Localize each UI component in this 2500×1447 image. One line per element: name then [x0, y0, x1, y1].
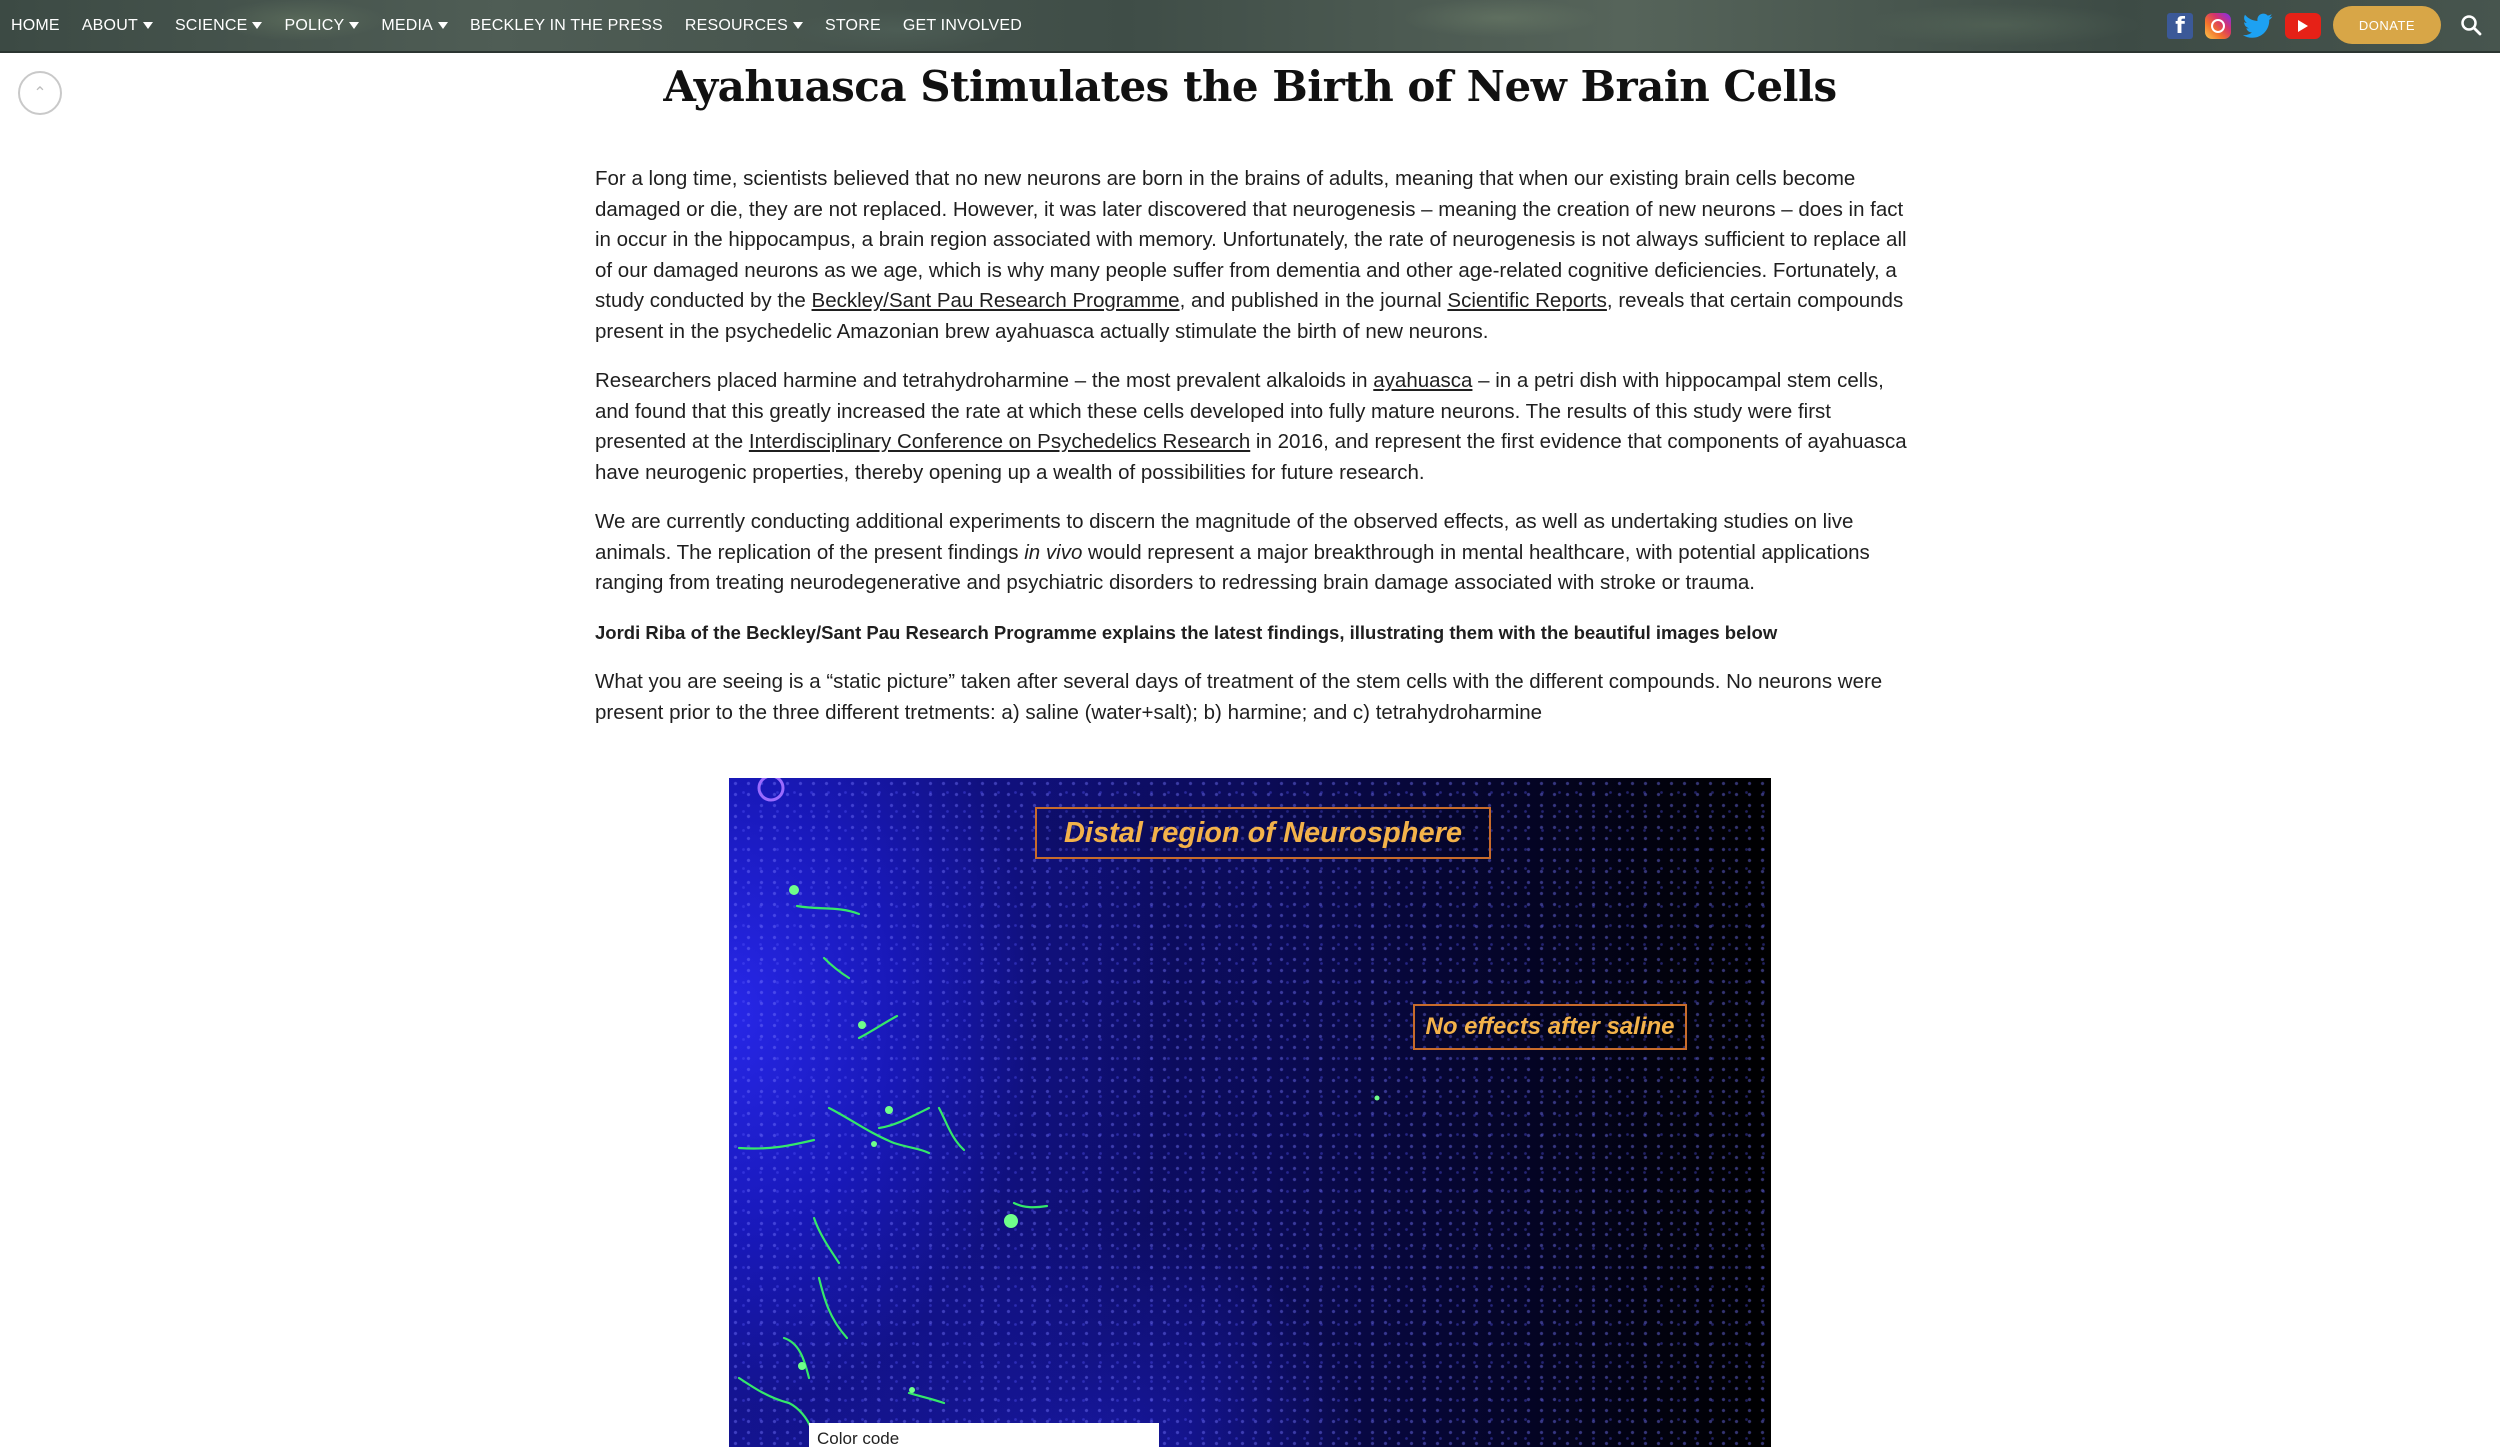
youtube-icon[interactable]	[2285, 13, 2321, 39]
article-paragraph-2: Researchers placed harmine and tetrahydr…	[595, 366, 1907, 488]
caret-down-icon	[252, 22, 263, 29]
neuron-bodies	[789, 885, 1380, 1393]
caret-down-icon	[142, 22, 153, 29]
figure-label-distal-region: Distal region of Neurosphere	[1035, 807, 1491, 859]
p1-text-3: , reveals that certain compounds present…	[595, 289, 1904, 343]
cell-nuclei-texture	[729, 778, 1771, 1447]
p3-emphasis: in vivo	[1024, 540, 1083, 564]
neuron-overlay	[737, 778, 1380, 1430]
scroll-to-top-button[interactable]: ⌃	[18, 71, 62, 115]
nav-policy[interactable]: POLICY	[284, 16, 360, 35]
article-body: For a long time, scientists believed tha…	[595, 164, 1907, 747]
top-navbar: HOME ABOUT SCIENCE POLICY MEDIA BECKLEY …	[0, 0, 2500, 53]
figure-label-saline: No effects after saline	[1413, 1004, 1687, 1050]
article-paragraph-3: We are currently conducting additional e…	[595, 507, 1907, 599]
nav-get-involved[interactable]: GET INVOLVED	[903, 17, 1022, 35]
nav-resources-label: RESOURCES	[684, 16, 788, 34]
nav-home[interactable]: HOME	[11, 17, 60, 35]
article-paragraph-1: For a long time, scientists believed tha…	[595, 164, 1907, 347]
main-menu: HOME ABOUT SCIENCE POLICY MEDIA BECKLEY …	[0, 0, 1033, 51]
link-beckley-sant-pau[interactable]: Beckley/Sant Pau Research Programme	[811, 289, 1180, 312]
nav-press[interactable]: BECKLEY IN THE PRESS	[470, 17, 663, 35]
p2-text-2: – in a petri dish with hippocampal stem …	[595, 369, 1884, 453]
nav-resources[interactable]: RESOURCES	[685, 17, 803, 35]
caret-down-icon	[438, 22, 449, 29]
p1-text-2: , and published in the journal	[1179, 289, 1448, 312]
page-title: Ayahuasca Stimulates the Birth of New Br…	[663, 62, 1837, 111]
p2-text-1: Researchers placed harmine and tetrahydr…	[595, 369, 1374, 392]
nav-about[interactable]: ABOUT	[82, 17, 153, 35]
p1-text-1: For a long time, scientists believed tha…	[595, 167, 1907, 312]
p3-text-2: would represent a major breakthrough in …	[595, 540, 1870, 595]
nav-science-label: SCIENCE	[174, 16, 248, 34]
article-lead: Jordi Riba of the Beckley/Sant Pau Resea…	[595, 621, 1778, 643]
donate-button[interactable]: DONATE	[2333, 6, 2441, 44]
color-code-legend: Color code	[809, 1423, 1159, 1447]
nav-policy-label: POLICY	[284, 16, 345, 34]
facebook-icon[interactable]: f	[2167, 13, 2193, 39]
p3-text-1: We are currently conducting additional e…	[595, 510, 1854, 564]
link-conference[interactable]: Interdisciplinary Conference on Psychede…	[748, 430, 1251, 453]
neuron-processes	[737, 904, 1049, 1430]
caret-down-icon	[349, 22, 360, 29]
p2-text-3: in 2016, and represent the first evidenc…	[595, 430, 1907, 484]
nav-media-label: MEDIA	[381, 16, 434, 34]
nav-science[interactable]: SCIENCE	[175, 17, 263, 35]
twitter-icon[interactable]	[2243, 13, 2273, 39]
link-scientific-reports[interactable]: Scientific Reports	[1447, 289, 1607, 312]
caret-down-icon	[793, 22, 803, 29]
search-icon[interactable]	[2460, 14, 2482, 36]
nav-home-label: HOME	[11, 16, 60, 34]
link-ayahuasca[interactable]: ayahuasca	[1373, 369, 1473, 392]
article-paragraph-4: What you are seeing is a “static picture…	[595, 670, 1883, 724]
cell-ring	[757, 778, 785, 802]
nav-get-involved-label: GET INVOLVED	[902, 16, 1023, 34]
nav-press-label: BECKLEY IN THE PRESS	[470, 16, 663, 34]
nav-store[interactable]: STORE	[825, 17, 881, 35]
nav-store-label: STORE	[825, 16, 881, 34]
instagram-icon[interactable]	[2205, 13, 2231, 39]
nav-media[interactable]: MEDIA	[381, 16, 449, 35]
chevron-up-icon: ⌃	[33, 85, 47, 102]
neurosphere-image: Distal region of Neurosphere No effects …	[729, 778, 1771, 1447]
nav-about-label: ABOUT	[81, 16, 138, 34]
